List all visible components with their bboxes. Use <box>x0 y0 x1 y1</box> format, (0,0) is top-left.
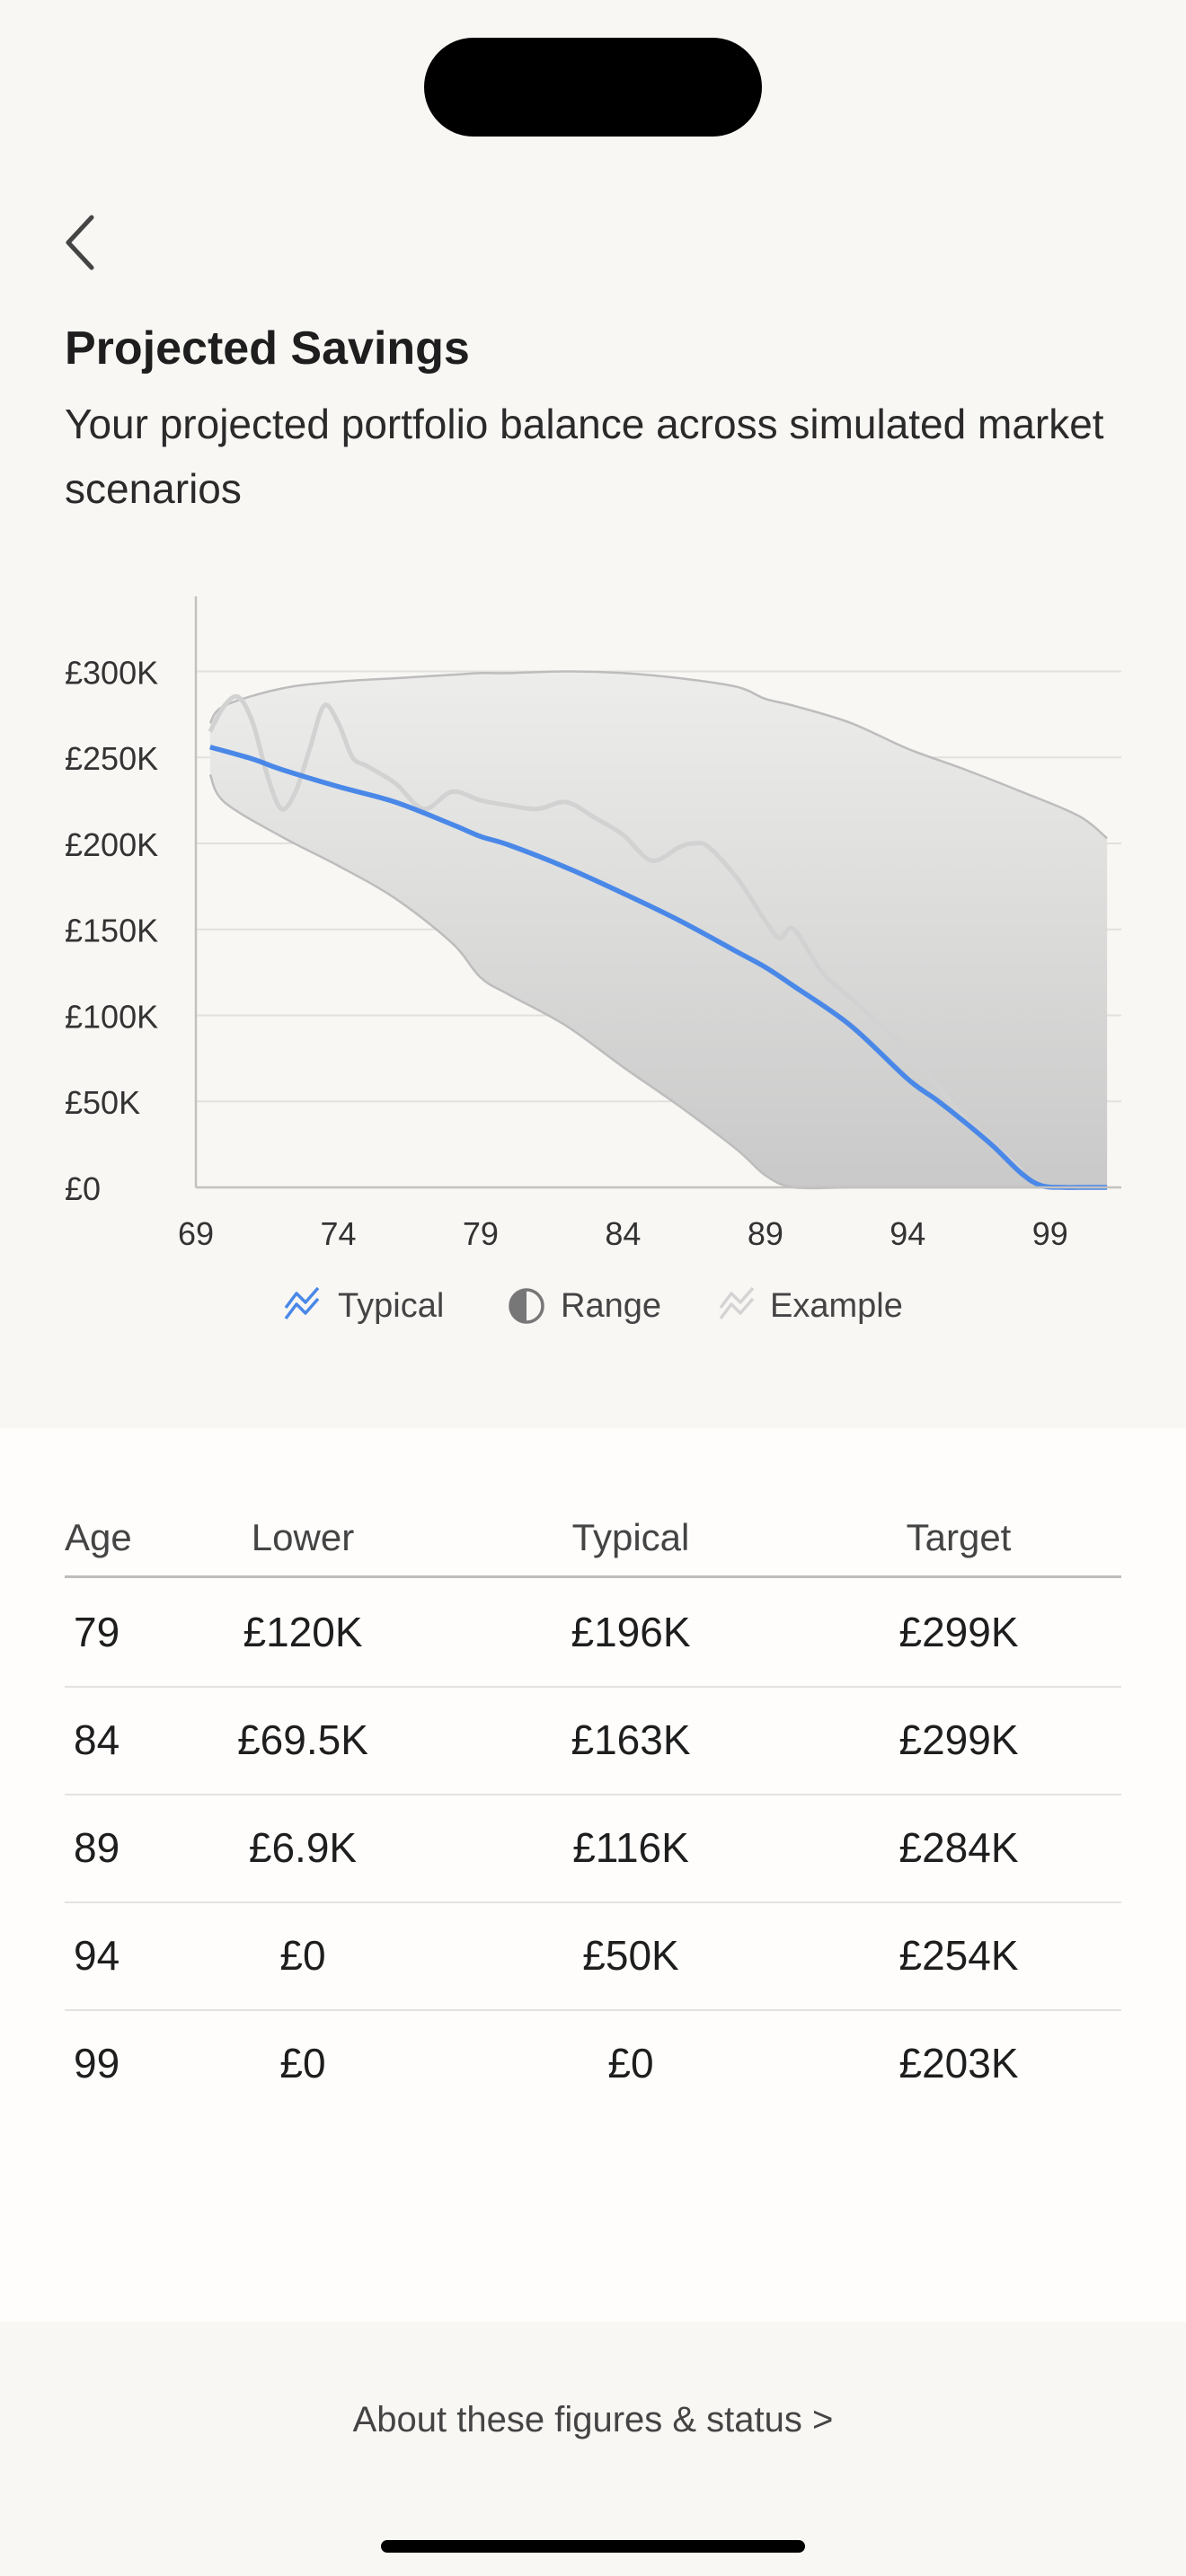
cell-lower: £120K <box>243 1609 363 1655</box>
cell-typical: £50K <box>582 1932 679 1979</box>
projection-chart: £0 £50K £100K £150K £200K £250K £300K 69 74 79 84… <box>65 596 1121 1325</box>
cell-target: £299K <box>898 1609 1019 1655</box>
legend-label: Range <box>561 1287 661 1325</box>
cell-typical: £163K <box>571 1716 691 1763</box>
cell-age: 79 <box>74 1609 120 1655</box>
x-tick-label: 69 <box>178 1215 214 1252</box>
typical-line <box>209 745 1108 1190</box>
y-tick-label: £150K <box>65 913 158 949</box>
range-band <box>209 671 1108 1188</box>
column-header-typical: Typical <box>571 1516 690 1558</box>
cell-target: £203K <box>898 2040 1019 2086</box>
table-header-divider <box>65 1575 1121 1578</box>
cell-target: £254K <box>898 1932 1019 1979</box>
column-header-target: Target <box>906 1516 1012 1558</box>
x-tick-label: 79 <box>463 1215 499 1252</box>
table-row: 79 £120K £196K £299K <box>65 1578 1121 1688</box>
range-upper-line <box>208 670 1108 840</box>
table-row: 84 £69.5K £163K £299K <box>65 1686 1121 1795</box>
cell-lower: £0 <box>279 1932 326 1979</box>
y-tick-label: £300K <box>65 654 158 691</box>
example-line <box>208 693 1023 1172</box>
half-circle-fill <box>510 1290 527 1322</box>
y-tick-label: £250K <box>65 740 158 777</box>
x-tick-label: 74 <box>320 1215 356 1252</box>
legend-item-example: Example <box>719 1286 903 1325</box>
cell-lower: £6.9K <box>248 1824 358 1871</box>
y-tick-label: £50K <box>65 1084 140 1121</box>
typical-line-icon <box>284 1286 320 1320</box>
cell-typical: £116K <box>572 1824 689 1871</box>
x-tick-label: 84 <box>605 1215 641 1252</box>
table-row: 99 £0 £0 £203K <box>65 2009 1121 2117</box>
cell-age: 84 <box>74 1716 120 1763</box>
column-header-age: Age <box>65 1516 132 1558</box>
about-figures-link[interactable]: About these figures & status > <box>352 2400 834 2439</box>
cell-lower: £69.5K <box>237 1716 368 1763</box>
example-line-icon <box>719 1286 755 1320</box>
legend-item-typical: Typical <box>284 1286 444 1325</box>
cell-lower: £0 <box>279 2040 326 2086</box>
cell-age: 94 <box>74 1932 120 1979</box>
back-button[interactable] <box>54 207 108 278</box>
cell-typical: £196K <box>571 1609 691 1655</box>
y-tick-label: £100K <box>65 998 158 1035</box>
cell-target: £299K <box>898 1716 1019 1763</box>
page-title: Projected Savings <box>65 322 470 375</box>
table-row: 94 £0 £50K £254K <box>65 1901 1121 2011</box>
legend-label: Typical <box>338 1287 444 1325</box>
page-subtitle: Your projected portfolio balance across … <box>65 401 1104 512</box>
x-tick-label: 99 <box>1032 1215 1068 1252</box>
legend-item-range: Range <box>509 1287 661 1325</box>
legend-label: Example <box>770 1287 903 1325</box>
cell-target: £284K <box>898 1824 1019 1871</box>
y-tick-label: £200K <box>65 826 158 863</box>
x-tick-label: 89 <box>748 1215 783 1252</box>
column-header-lower: Lower <box>251 1516 355 1558</box>
table-row: 89 £6.9K £116K £284K <box>65 1794 1121 1903</box>
dynamic-island <box>424 38 762 137</box>
home-indicator <box>381 2540 805 2553</box>
cell-typical: £0 <box>607 2040 654 2086</box>
y-tick-label: £0 <box>65 1170 101 1207</box>
cell-age: 89 <box>74 1824 120 1871</box>
x-tick-label: 94 <box>890 1215 925 1252</box>
cell-age: 99 <box>74 2040 120 2086</box>
chevron-left-icon <box>66 215 94 270</box>
